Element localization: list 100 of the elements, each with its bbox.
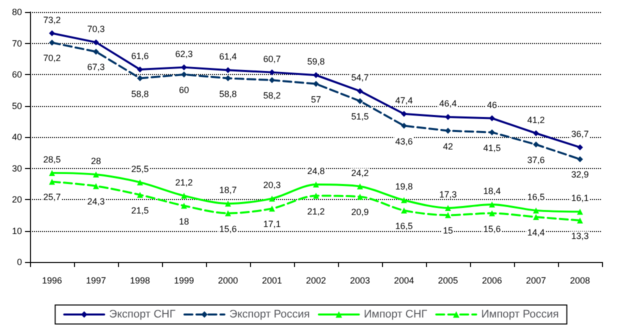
point	[225, 210, 231, 216]
data-label: 20,3	[263, 180, 281, 190]
data-label: 46	[486, 100, 498, 110]
data-label: 21,5	[131, 205, 149, 216]
point	[533, 214, 539, 220]
legend-label: Экспорт Россия	[229, 308, 310, 320]
data-label: 15,6	[219, 224, 237, 234]
x-tick-label: 2006	[482, 276, 502, 286]
data-label: 51,5	[351, 112, 369, 122]
data-label: 15,6	[483, 224, 501, 234]
data-label: 58,8	[219, 88, 237, 99]
x-tick-label: 2005	[438, 276, 458, 286]
point	[577, 208, 583, 215]
data-label: 41,5	[483, 142, 501, 153]
point	[269, 206, 275, 212]
point	[269, 69, 275, 76]
point	[489, 129, 495, 136]
point	[401, 122, 407, 129]
x-tick-label: 2007	[526, 276, 546, 286]
data-label: 54,7	[351, 72, 369, 83]
point	[181, 192, 187, 199]
point	[49, 178, 55, 185]
data-label: 21,2	[175, 177, 193, 188]
data-label: 57	[310, 94, 322, 104]
data-label: 16,1	[571, 193, 589, 204]
point	[93, 183, 99, 190]
data-label: 41,2	[527, 114, 545, 125]
point	[181, 202, 187, 209]
y-tick-label: 0	[16, 257, 22, 267]
data-label: 60	[178, 85, 190, 95]
x-tick-label: 1996	[42, 276, 62, 286]
point	[49, 40, 55, 46]
data-label: 58,8	[131, 88, 149, 99]
point	[577, 156, 583, 162]
point	[137, 66, 143, 72]
point	[181, 72, 187, 78]
data-label: 25,5	[131, 164, 149, 174]
point	[401, 207, 407, 214]
legend-label: Экспорт СНГ	[109, 308, 176, 320]
point	[357, 183, 363, 190]
data-label: 43,6	[395, 136, 413, 146]
point	[225, 75, 231, 82]
y-tick-label: 20	[12, 194, 22, 204]
data-label: 21,2	[307, 206, 325, 216]
data-label: 28,5	[43, 154, 61, 164]
point	[489, 202, 495, 208]
point	[357, 98, 363, 104]
point	[489, 210, 495, 216]
data-label: 15	[442, 226, 454, 236]
x-tick-label: 2002	[306, 276, 326, 286]
point	[49, 30, 55, 36]
point	[225, 67, 231, 74]
x-tick-label: 1999	[174, 276, 194, 286]
data-label: 58,2	[263, 90, 281, 101]
data-label: 61,4	[219, 52, 237, 62]
legend-label: Импорт СНГ	[364, 308, 428, 320]
data-label: 70,3	[87, 24, 105, 34]
y-tick-label: 80	[12, 7, 22, 17]
point	[313, 72, 319, 78]
point	[93, 39, 99, 46]
data-label: 70,2	[43, 53, 61, 64]
data-label: 24,3	[87, 196, 105, 207]
point	[357, 194, 363, 200]
data-label: 17,1	[263, 219, 281, 230]
point	[49, 170, 55, 176]
y-tick-label: 50	[12, 100, 22, 111]
x-tick-label: 1998	[130, 276, 150, 286]
point	[401, 110, 407, 117]
x-tick-label: 2004	[394, 276, 414, 286]
data-label: 42	[442, 141, 454, 152]
point	[401, 197, 407, 204]
data-label: 61,6	[131, 51, 149, 61]
point	[269, 196, 275, 202]
point	[577, 217, 583, 224]
data-label: 67,3	[87, 62, 105, 72]
data-label: 13,3	[571, 230, 589, 241]
data-label: 47,4	[395, 95, 413, 106]
data-label: 28	[90, 156, 102, 166]
point	[533, 207, 539, 214]
data-label: 18	[178, 216, 190, 226]
point	[489, 115, 495, 122]
point	[137, 179, 143, 186]
data-label: 18,7	[219, 185, 237, 196]
point	[269, 77, 275, 84]
data-label: 60,7	[263, 54, 281, 64]
point	[445, 114, 451, 120]
data-label: 37,6	[527, 155, 545, 165]
data-label: 62,3	[175, 48, 193, 59]
point	[137, 192, 143, 198]
data-label: 73,2	[43, 14, 61, 25]
point	[93, 172, 99, 178]
x-tick-label: 2001	[262, 276, 282, 286]
data-label: 32,9	[571, 170, 589, 180]
point	[533, 130, 539, 136]
y-tick-label: 60	[12, 70, 22, 80]
data-label: 46,4	[439, 98, 457, 108]
data-label: 20,9	[351, 207, 369, 218]
point	[313, 182, 319, 188]
point	[225, 200, 231, 207]
point	[93, 48, 99, 55]
